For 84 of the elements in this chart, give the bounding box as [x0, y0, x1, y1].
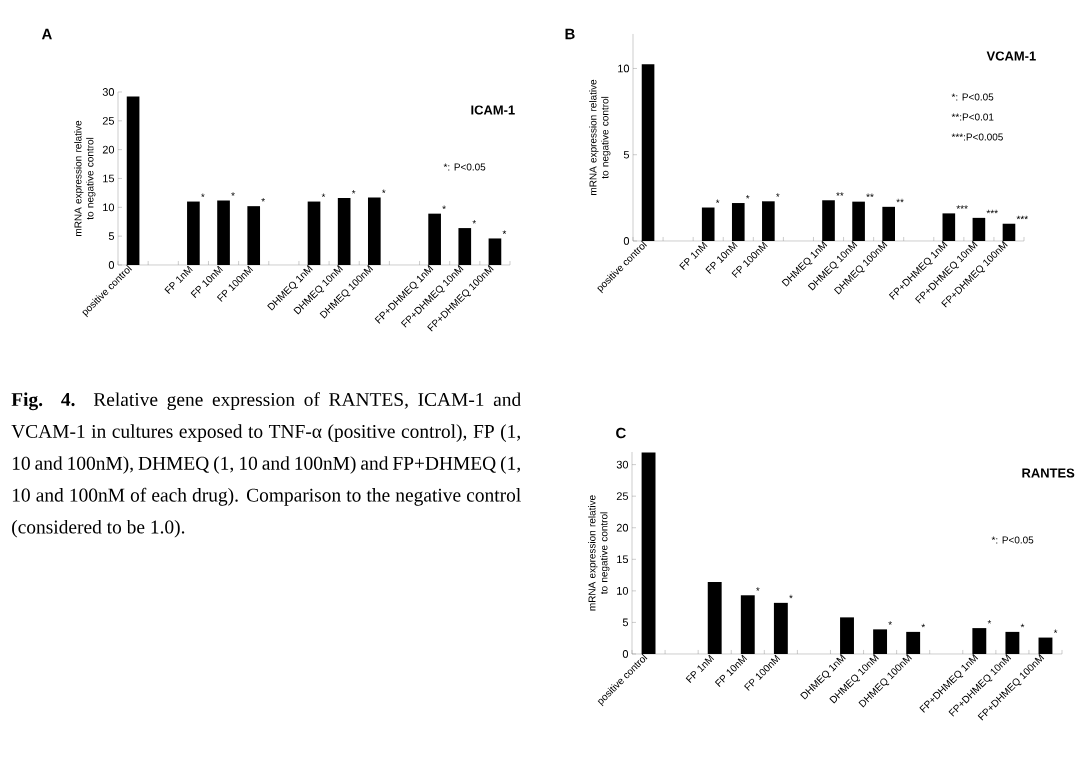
- data-label: *: [745, 194, 750, 199]
- y-tick-label: 15: [103, 174, 115, 183]
- bar: [307, 201, 321, 265]
- bar: [707, 582, 722, 654]
- y-tick-label: 15: [617, 555, 629, 564]
- annotation: *: P<0.05: [443, 163, 486, 171]
- y-tick-label: 10: [103, 203, 115, 212]
- bar: [247, 206, 261, 265]
- bar: [840, 617, 854, 654]
- y-tick-label: 25: [102, 116, 115, 125]
- bar: [773, 602, 788, 654]
- y-tick-label: 10: [618, 64, 630, 73]
- data-label: *: [472, 220, 477, 224]
- data-label: **: [896, 198, 904, 203]
- bar: [337, 198, 351, 265]
- y-tick-label: 30: [616, 460, 629, 469]
- bar: [641, 452, 656, 654]
- y-tick-label: 5: [623, 150, 630, 159]
- bar: [906, 631, 921, 654]
- bar: [762, 201, 775, 241]
- bar: [1002, 223, 1016, 241]
- bar: [972, 217, 986, 241]
- y-tick-label: 30: [102, 88, 115, 96]
- data-label: *: [776, 193, 780, 197]
- bar: [852, 201, 865, 241]
- bar: [1005, 631, 1020, 654]
- bar: [731, 203, 745, 241]
- data-label: **: [836, 192, 844, 196]
- bar: [882, 206, 895, 241]
- bar: [972, 628, 987, 654]
- bar: [458, 228, 472, 265]
- data-label: ***: [986, 209, 998, 214]
- y-axis-title: mRNA expression relative to negative control: [74, 120, 96, 236]
- data-label: **: [866, 193, 874, 198]
- data-label: ***: [956, 205, 968, 209]
- bar: [488, 238, 502, 265]
- y-tick-label: 10: [617, 586, 629, 595]
- bar: [942, 213, 956, 241]
- bar: [740, 595, 755, 654]
- data-label: *: [888, 621, 892, 625]
- data-label: *: [382, 189, 386, 193]
- data-label: *: [321, 193, 326, 197]
- bar: [367, 197, 381, 265]
- data-label: *: [351, 190, 356, 194]
- bar: [873, 629, 888, 654]
- y-axis-title: mRNA expression relative to negative control: [588, 495, 610, 611]
- text: ICAM-1: [471, 105, 515, 115]
- chart-title: B: [565, 28, 575, 40]
- data-label: *: [201, 193, 205, 197]
- text: VCAM-1: [986, 51, 1036, 61]
- y-axis-title: mRNA expression relative to negative control: [589, 79, 611, 195]
- y-tick-label: 5: [622, 618, 629, 627]
- bar: [701, 207, 715, 241]
- text: Fig. 4. Relative gene expression of RANTES, ICAM-1 and VCAM-1 in cultures exposed to TNF-α (positive control), FP (1, 10 and 100nM), DHMEQ (1, 10 and 100nM) and FP+DHMEQ (1, 10 and 100nM of each drug). Comparison to the negative control (considered to be 1.0).: [11, 392, 521, 538]
- chart-title: A: [41, 28, 52, 40]
- data-label: *: [1053, 629, 1058, 634]
- y-tick-label: 20: [102, 145, 115, 154]
- annotation: ***:P<0.005: [951, 133, 1003, 141]
- data-label: *: [231, 192, 235, 196]
- y-tick-label: 5: [108, 232, 115, 240]
- annotation: **:P<0.01: [951, 113, 994, 121]
- bar: [126, 96, 140, 265]
- data-label: *: [442, 205, 446, 210]
- chart-title: C: [616, 427, 626, 439]
- bar: [428, 213, 441, 265]
- data-label: *: [1020, 623, 1025, 628]
- data-label: *: [502, 230, 507, 234]
- y-tick-label: 25: [616, 492, 629, 501]
- data-label: ***: [1016, 215, 1028, 220]
- annotation: *: P<0.05: [951, 93, 994, 101]
- data-label: *: [715, 199, 720, 203]
- data-label: *: [921, 623, 926, 628]
- data-label: *: [789, 594, 793, 599]
- data-label: *: [987, 620, 992, 624]
- bar: [217, 200, 230, 265]
- annotation: *: P<0.05: [991, 536, 1034, 544]
- data-label: *: [261, 198, 265, 202]
- bar: [641, 64, 655, 241]
- bar: [822, 200, 835, 241]
- text: RANTES: [1022, 468, 1075, 478]
- data-label: *: [756, 587, 760, 591]
- y-tick-label: 20: [616, 523, 629, 532]
- bar: [1038, 637, 1053, 654]
- bar: [187, 201, 200, 265]
